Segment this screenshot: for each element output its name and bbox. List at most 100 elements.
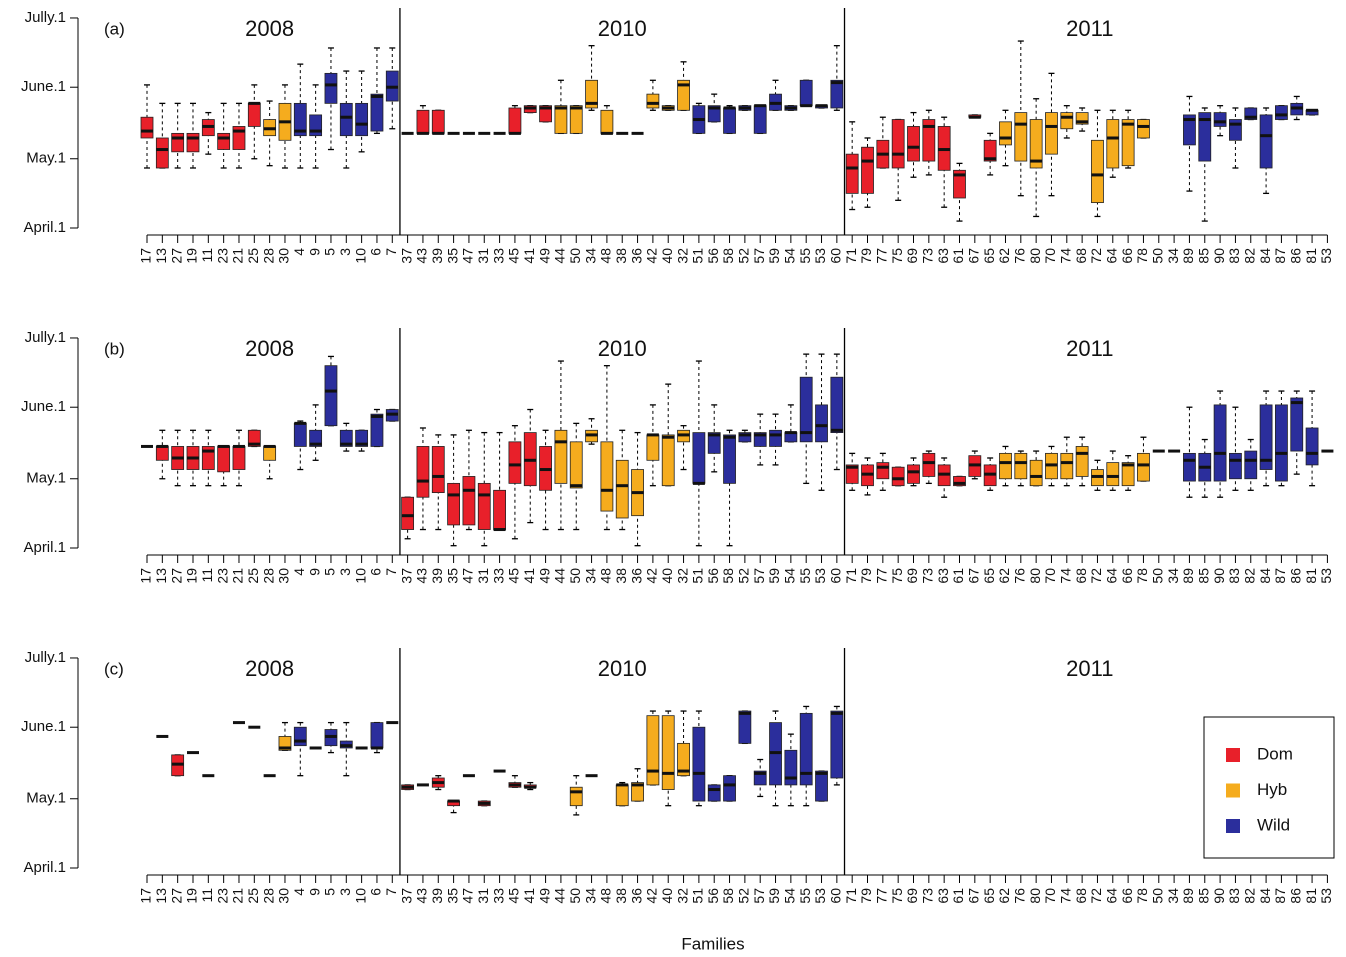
box xyxy=(508,441,522,484)
x-tick-label: 31 xyxy=(475,248,491,264)
x-tick-label: 65 xyxy=(981,248,997,264)
x-tick-label: 7 xyxy=(383,888,399,896)
x-tick-label: 83 xyxy=(1226,248,1242,264)
box xyxy=(1091,139,1104,204)
x-tick-label: 69 xyxy=(904,568,920,584)
year-label: 2011 xyxy=(1066,16,1113,41)
x-tick-label: 85 xyxy=(1195,888,1211,904)
x-tick-label: 11 xyxy=(199,888,215,903)
box xyxy=(953,169,966,199)
box xyxy=(155,446,169,461)
box xyxy=(1137,119,1150,139)
x-tick-label: 45 xyxy=(506,888,522,904)
x-tick-label: 10 xyxy=(352,888,368,904)
year-label: 2011 xyxy=(1066,336,1113,361)
box xyxy=(692,726,706,802)
x-tick-label: 13 xyxy=(153,888,169,904)
box xyxy=(416,109,430,134)
box xyxy=(1060,452,1074,480)
box xyxy=(431,109,445,134)
box xyxy=(1290,397,1304,452)
box xyxy=(401,496,415,530)
x-tick-label: 50 xyxy=(567,888,583,904)
x-tick-label: 35 xyxy=(444,248,460,264)
x-tick-label: 65 xyxy=(981,888,997,904)
panel: April.1 May.1 June.1 Jully.1 (c) 2008 17 13 27 19… xyxy=(21,648,1335,953)
x-tick-label: 63 xyxy=(935,888,951,904)
x-tick-label: 34 xyxy=(1165,888,1181,904)
box xyxy=(1275,404,1288,482)
x-tick-label: 32 xyxy=(674,568,690,584)
x-tick-label: 74 xyxy=(1058,248,1074,264)
x-tick-label: 6 xyxy=(368,888,384,896)
x-tick-label: 68 xyxy=(1073,248,1089,264)
x-tick-label: 49 xyxy=(536,248,552,264)
x-tick-label: 27 xyxy=(168,248,184,264)
box xyxy=(600,441,614,512)
x-tick-label: 58 xyxy=(720,568,736,584)
x-tick-label: 77 xyxy=(874,568,890,584)
x-tick-label: 61 xyxy=(950,568,966,584)
box xyxy=(539,105,552,123)
box xyxy=(1198,112,1212,162)
x-tick-label: 89 xyxy=(1180,248,1196,264)
box xyxy=(1305,427,1319,466)
x-tick-label: 53 xyxy=(812,888,828,904)
x-tick-label: 42 xyxy=(644,248,660,264)
box xyxy=(753,105,767,134)
x-tick-label: 6 xyxy=(368,248,384,256)
x-tick-label: 60 xyxy=(828,888,844,904)
box xyxy=(1029,119,1043,169)
box xyxy=(799,712,813,786)
box xyxy=(707,432,721,454)
x-tick-label: 50 xyxy=(567,568,583,584)
x-tick-label: 53 xyxy=(812,248,828,264)
x-tick-label: 67 xyxy=(966,568,982,584)
x-tick-label: 55 xyxy=(797,888,813,904)
x-tick-label: 51 xyxy=(690,888,706,904)
x-tick-label: 4 xyxy=(291,888,307,896)
x-tick-label: 37 xyxy=(398,568,414,584)
box xyxy=(1275,105,1288,120)
box xyxy=(830,710,844,779)
x-tick-label: 51 xyxy=(690,568,706,584)
x-tick-label: 76 xyxy=(1012,568,1028,584)
x-tick-label: 53 xyxy=(1318,248,1334,264)
box xyxy=(692,432,706,484)
x-tick-label: 73 xyxy=(920,888,936,904)
x-tick-label: 62 xyxy=(996,248,1012,264)
box xyxy=(738,432,752,443)
x-tick-label: 32 xyxy=(674,248,690,264)
x-tick-label: 11 xyxy=(199,248,215,263)
box xyxy=(1213,112,1227,127)
x-tick-label: 43 xyxy=(414,888,430,904)
box xyxy=(799,376,813,443)
box xyxy=(891,466,905,487)
x-tick-label: 62 xyxy=(996,568,1012,584)
x-tick-label: 30 xyxy=(276,248,292,264)
y-tick-label: April.1 xyxy=(23,539,66,556)
x-tick-label: 39 xyxy=(429,888,445,904)
x-tick-label: 62 xyxy=(996,888,1012,904)
x-tick-label: 9 xyxy=(306,568,322,576)
x-tick-label: 13 xyxy=(153,568,169,584)
x-tick-label: 3 xyxy=(337,888,353,896)
x-tick-label: 19 xyxy=(184,248,200,264)
y-tick-label: Jully.1 xyxy=(25,9,66,26)
x-tick-label: 21 xyxy=(230,248,246,264)
year-label: 2008 xyxy=(245,656,294,681)
box xyxy=(723,775,736,802)
box xyxy=(1014,452,1028,480)
x-tick-label: 25 xyxy=(245,248,261,264)
box xyxy=(370,93,384,132)
x-tick-label: 39 xyxy=(429,568,445,584)
y-tick-label: May.1 xyxy=(26,470,66,487)
box xyxy=(155,137,169,169)
x-tick-label: 11 xyxy=(199,568,215,583)
x-tick-label: 38 xyxy=(613,888,629,904)
box xyxy=(447,482,461,526)
box xyxy=(1259,114,1273,169)
legend-label: Hyb xyxy=(1257,780,1287,799)
y-tick-label: June.1 xyxy=(21,718,66,735)
